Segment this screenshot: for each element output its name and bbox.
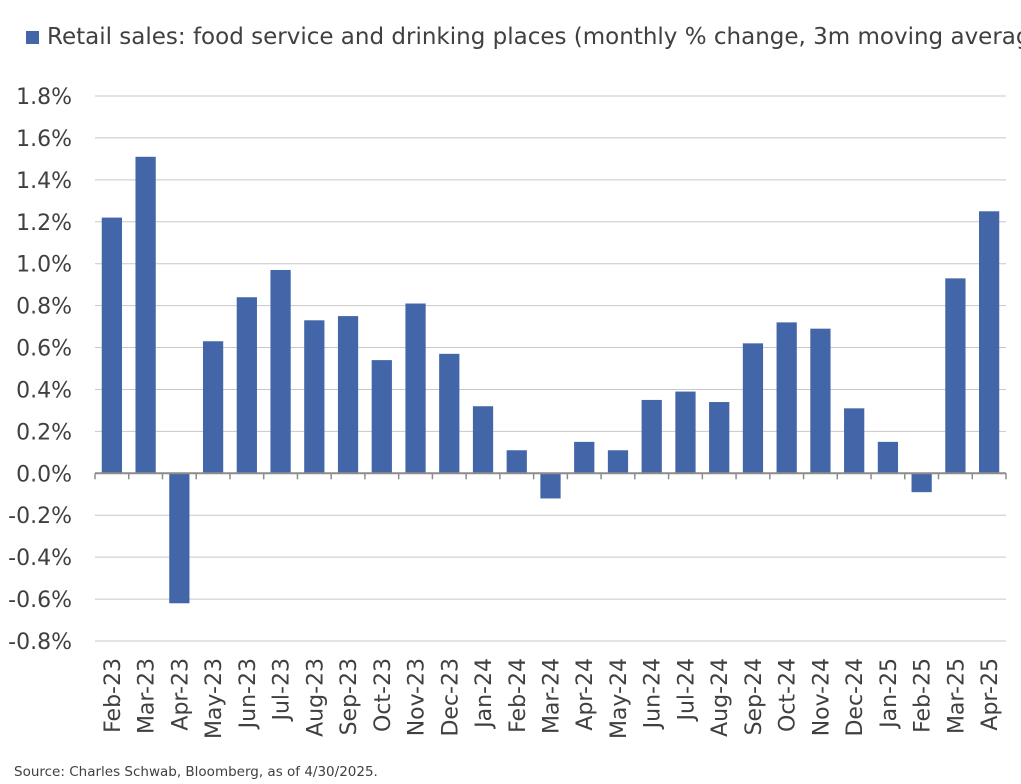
bar (642, 400, 662, 473)
y-tick-label: 0.8% (16, 295, 72, 320)
bar (338, 316, 358, 473)
y-tick-label: -0.8% (8, 630, 72, 655)
y-tick-label: 1.0% (16, 253, 72, 278)
x-tick-label: Oct-23 (371, 658, 396, 732)
bar (439, 354, 459, 473)
bar (540, 473, 560, 498)
x-tick-label: May-24 (607, 658, 632, 739)
y-tick-label: -0.2% (8, 504, 72, 529)
x-tick-label: Dec-23 (438, 658, 463, 737)
x-tick-label: Feb-23 (101, 658, 126, 733)
x-tick-label: Jan-24 (472, 658, 497, 730)
bar (574, 442, 594, 473)
bar (304, 320, 324, 473)
bar (608, 450, 628, 473)
bar (945, 278, 965, 473)
bar (777, 322, 797, 473)
bar (912, 473, 932, 492)
bar (743, 343, 763, 473)
bar (372, 360, 392, 473)
x-tick-label: Apr-23 (168, 658, 193, 731)
x-tick-label: Mar-25 (944, 658, 969, 734)
bar (169, 473, 189, 603)
bar (979, 211, 999, 473)
bar (473, 406, 493, 473)
y-tick-label: 1.4% (16, 169, 72, 194)
bar (810, 329, 830, 474)
bar (405, 304, 425, 474)
bar (844, 408, 864, 473)
x-tick-label: Dec-24 (843, 658, 868, 737)
x-tick-label: Jun-23 (236, 658, 261, 730)
bar (675, 392, 695, 474)
x-tick-label: Aug-24 (708, 658, 733, 737)
x-tick-label: Jul-24 (674, 658, 699, 722)
x-tick-label: Jan-25 (877, 658, 902, 730)
bar (507, 450, 527, 473)
y-tick-label: -0.6% (8, 588, 72, 613)
bars (102, 157, 1000, 603)
x-tick-label: Mar-23 (135, 658, 160, 734)
bar (878, 442, 898, 473)
bar (102, 218, 122, 474)
y-tick-label: 0.4% (16, 378, 72, 403)
gridlines (95, 96, 1006, 641)
x-tick-label: Nov-24 (809, 658, 834, 736)
x-tick-label: Jul-23 (270, 658, 295, 722)
bar (135, 157, 155, 474)
y-tick-label: 1.2% (16, 211, 72, 236)
x-tick-label: Mar-24 (540, 658, 565, 734)
x-tick-label: Sep-24 (742, 658, 767, 735)
x-tick-label: Feb-24 (506, 658, 531, 733)
x-tick-label: Feb-25 (911, 658, 936, 733)
y-tick-label: 0.6% (16, 337, 72, 362)
bar (237, 297, 257, 473)
x-tick-label: Oct-24 (776, 658, 801, 732)
x-tick-label: May-23 (202, 658, 227, 739)
source-note: Source: Charles Schwab, Bloomberg, as of… (14, 764, 378, 780)
y-tick-label: 1.8% (16, 85, 72, 110)
x-tick-label: Nov-23 (405, 658, 430, 736)
x-tick-label: Sep-23 (337, 658, 362, 735)
y-tick-label: 0.2% (16, 420, 72, 445)
bar (270, 270, 290, 473)
y-tick-label: 1.6% (16, 127, 72, 152)
x-tick-label: Aug-23 (303, 658, 328, 737)
y-tick-label: 0.0% (16, 462, 72, 487)
bar (203, 341, 223, 473)
bar (709, 402, 729, 473)
y-tick-label: -0.4% (8, 546, 72, 571)
x-tick-label: Apr-24 (573, 658, 598, 731)
x-tick-label: Apr-25 (978, 658, 1003, 731)
x-tick-label: Jun-24 (641, 658, 666, 730)
